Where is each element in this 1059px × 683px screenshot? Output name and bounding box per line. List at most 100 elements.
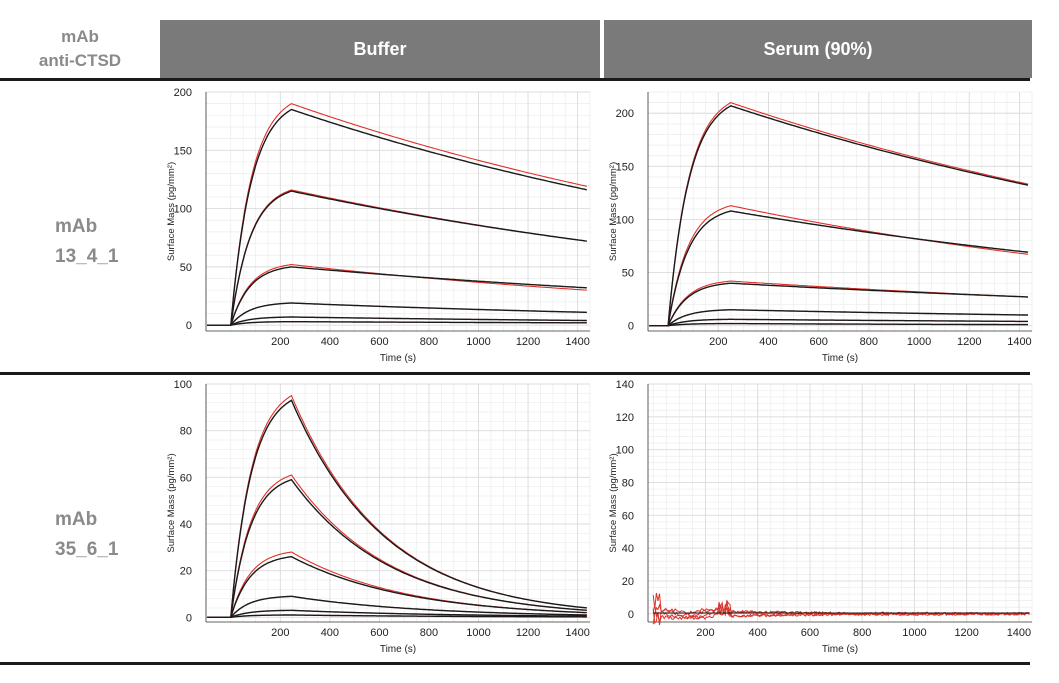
y-tick-label: 60: [622, 510, 634, 522]
chart-35-6-1-buffer: 200 400 600 800 1000 1200 1400 0 20 40 60 80 100 Time…: [166, 379, 591, 655]
corner-line1: mAb: [61, 27, 99, 46]
x-tick-label: 1000: [907, 336, 931, 348]
y-axis-label: Surface Mass (pg/mm²): [166, 453, 177, 552]
row-label-2-line1: mAb: [55, 509, 98, 530]
y-tick-label: 20: [622, 576, 634, 588]
y-tick-label: 80: [622, 477, 634, 489]
y-tick-label: 140: [616, 379, 634, 391]
divider-top: [0, 78, 1030, 81]
x-tick-label: 200: [709, 336, 727, 348]
plot-35-6-1-serum: 200 400 600 800 1000 1200 1400 0 20 40 60 80 100 120 1…: [604, 376, 1040, 660]
x-tick-label: 600: [801, 627, 819, 639]
y-tick-label: 20: [180, 566, 192, 578]
y-tick-label: 50: [180, 262, 192, 274]
y-tick-label: 100: [616, 214, 634, 226]
x-tick-label: 200: [696, 627, 714, 639]
column-header-serum: Serum (90%): [604, 20, 1032, 78]
y-tick-label: 200: [174, 87, 192, 99]
x-tick-label: 1200: [516, 336, 540, 348]
x-tick-label: 1400: [565, 627, 589, 639]
y-tick-label: 0: [186, 320, 192, 332]
data-curve: [207, 103, 587, 326]
data-curve: [649, 101, 1029, 327]
chart-13-4-1-serum: 200 400 600 800 1000 1200 1400 0 50 100 150 200 Time…: [608, 91, 1033, 364]
y-tick-label: 150: [616, 161, 634, 173]
row-label-2: mAb 35_6_1: [55, 505, 118, 565]
chart-35-6-1-serum: 200 400 600 800 1000 1200 1400 0 20 40 60 80 100 120 1…: [608, 379, 1033, 655]
fit-curve: [207, 321, 587, 326]
y-tick-label: 80: [180, 426, 192, 438]
plot-13-4-1-buffer: 200 400 600 800 1000 1200 1400 0 50 100 150 200 Time…: [162, 84, 598, 369]
noise-traces: [652, 592, 1030, 626]
y-tick-label: 60: [180, 472, 192, 484]
x-tick-label: 400: [321, 336, 339, 348]
x-tick-label: 400: [759, 336, 777, 348]
y-tick-label: 100: [174, 379, 192, 391]
fit-curve: [207, 108, 587, 326]
x-tick-label: 600: [370, 336, 388, 348]
y-tick-label: 150: [174, 145, 192, 157]
fit-curve: [649, 105, 1029, 327]
row-label-2-line2: 35_6_1: [55, 539, 119, 560]
y-tick-label: 200: [616, 108, 634, 120]
x-tick-label: 1000: [466, 627, 490, 639]
x-tick-label: 400: [749, 627, 767, 639]
x-tick-label: 1400: [1007, 336, 1031, 348]
binding-curves: [649, 101, 1029, 327]
binding-curves: [207, 395, 587, 618]
x-tick-label: 1200: [516, 627, 540, 639]
x-tick-label: 600: [809, 336, 827, 348]
fit-curve: [207, 302, 587, 326]
x-axis-label: Time (s): [822, 353, 858, 364]
grid: [648, 383, 1033, 622]
x-tick-label: 1200: [957, 336, 981, 348]
divider-middle: [0, 372, 1030, 375]
row-label-1-line2: 13_4_1: [55, 246, 119, 267]
binding-curves: [207, 103, 587, 326]
y-tick-label: 50: [622, 268, 634, 280]
x-tick-label: 800: [420, 336, 438, 348]
y-tick-label: 40: [180, 519, 192, 531]
fit-curve: [207, 190, 587, 326]
chart-13-4-1-buffer: 200 400 600 800 1000 1200 1400 0 50 100 150 200 Time…: [166, 87, 591, 364]
grid: [206, 91, 591, 331]
fit-curve: [207, 609, 587, 618]
data-trace: [652, 592, 1030, 621]
fit-curve: [207, 556, 587, 618]
corner-line2: anti-CTSD: [38, 51, 122, 70]
fit-curve: [207, 478, 587, 618]
x-tick-label: 200: [271, 336, 289, 348]
header-corner: mAb anti-CTSD: [0, 20, 160, 78]
data-curve: [207, 263, 587, 326]
x-tick-label: 200: [271, 627, 289, 639]
x-tick-label: 600: [370, 627, 388, 639]
x-tick-label: 800: [860, 336, 878, 348]
x-tick-label: 800: [420, 627, 438, 639]
x-tick-label: 1400: [1007, 627, 1031, 639]
row-label-1: mAb 13_4_1: [55, 212, 118, 272]
x-tick-label: 1400: [565, 336, 589, 348]
data-curve: [207, 395, 587, 618]
y-tick-label: 40: [622, 543, 634, 555]
plot-13-4-1-serum: 200 400 600 800 1000 1200 1400 0 50 100 150 200 Time…: [604, 84, 1040, 369]
fit-curve: [207, 614, 587, 618]
divider-bottom: [0, 662, 1030, 665]
fit-curve: [649, 318, 1028, 327]
grid: [206, 383, 591, 622]
grid: [648, 91, 1033, 331]
y-axis-label: Surface Mass (pg/mm²): [608, 453, 619, 552]
fit-curve: [207, 399, 587, 618]
y-tick-label: 120: [616, 412, 634, 424]
x-tick-label: 1000: [466, 336, 490, 348]
x-axis-label: Time (s): [380, 353, 416, 364]
x-axis-label: Time (s): [380, 644, 416, 655]
y-tick-label: 0: [628, 321, 634, 333]
y-tick-label: 0: [628, 609, 634, 621]
row-label-1-line1: mAb: [55, 216, 98, 237]
plot-35-6-1-buffer: 200 400 600 800 1000 1200 1400 0 20 40 60 80 100 Time…: [162, 376, 598, 660]
column-header-buffer: Buffer: [160, 20, 600, 78]
fit-curve: [207, 266, 587, 326]
y-axis-label: Surface Mass (pg/mm²): [166, 162, 177, 261]
data-curve: [649, 205, 1029, 327]
x-tick-label: 1200: [954, 627, 978, 639]
